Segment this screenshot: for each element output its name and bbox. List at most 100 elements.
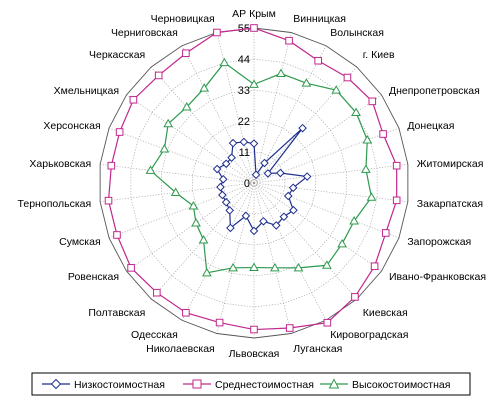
data-point	[279, 212, 289, 222]
category-label: АР Крым	[232, 8, 276, 20]
data-point	[392, 161, 401, 170]
data-point	[250, 24, 258, 32]
category-label: Черкасская	[89, 49, 145, 61]
data-point	[289, 205, 298, 215]
radial-tick-label: 0	[244, 178, 250, 190]
grid-ring	[161, 89, 347, 277]
data-point	[226, 223, 235, 233]
series-1	[104, 24, 401, 334]
legend-item-high: Высокостоимостная	[320, 378, 450, 391]
category-labels: АР Крым Винницкая Волынская г. Киев Днепропе…	[18, 8, 486, 360]
grid-ring	[130, 58, 378, 308]
data-point	[201, 267, 212, 277]
data-point	[182, 49, 190, 58]
category-label: Луганская	[293, 343, 342, 355]
data-point	[225, 206, 235, 215]
grid-spoke	[216, 182, 255, 334]
grid-spoke	[253, 182, 408, 202]
data-point	[259, 217, 268, 226]
grid-spoke	[100, 182, 255, 202]
grid-spoke	[181, 45, 255, 184]
grid-spoke	[253, 66, 358, 184]
legend-diamond-icon	[50, 378, 62, 390]
category-label: Житомирская	[417, 158, 484, 170]
data-point	[351, 107, 361, 117]
data-point	[249, 226, 259, 236]
grid-spoke	[253, 164, 408, 184]
data-point	[104, 196, 113, 205]
data-point	[221, 159, 231, 169]
data-point	[241, 211, 251, 221]
legend-item-low: Низкостоимостная	[42, 378, 165, 391]
data-point	[199, 83, 210, 92]
data-point	[188, 200, 199, 210]
data-point	[170, 187, 181, 197]
data-point	[362, 135, 373, 144]
category-label: Черниговская	[111, 27, 178, 39]
data-point	[302, 172, 312, 181]
data-point	[163, 118, 174, 128]
data-point	[218, 174, 228, 184]
category-label: Волынская	[330, 27, 384, 39]
radial-tick-label: 44	[238, 54, 250, 66]
data-point	[227, 153, 236, 162]
data-point	[181, 102, 192, 111]
data-point	[283, 191, 293, 201]
data-point	[271, 221, 281, 230]
data-point	[343, 73, 352, 82]
radial-tick-label: 22	[238, 116, 250, 128]
category-label: Херсонская	[43, 120, 100, 132]
data-point	[379, 130, 387, 138]
category-label: Тернопольская	[18, 198, 92, 210]
data-point	[322, 260, 332, 269]
data-point	[191, 218, 201, 227]
grid-spoke	[150, 66, 255, 184]
data-point	[127, 264, 135, 272]
data-point	[228, 262, 238, 272]
category-label: Хмельницкая	[54, 85, 119, 97]
data-point	[218, 190, 227, 200]
legend-square-icon	[192, 379, 202, 389]
data-point	[370, 262, 379, 271]
grid-spoke	[253, 127, 400, 184]
data-point	[361, 164, 371, 173]
series-2	[145, 57, 377, 277]
data-point	[331, 85, 342, 94]
grid-spoke	[253, 182, 400, 239]
category-label: Ивано-Франковская	[389, 271, 486, 283]
legend-box	[31, 372, 471, 396]
data-point	[216, 182, 225, 192]
legend-label-mid: Среднестоимостная	[215, 379, 314, 391]
data-point	[349, 215, 359, 225]
data-point	[107, 161, 116, 170]
category-label: Кировоградская	[330, 329, 408, 341]
data-point	[392, 196, 401, 205]
data-point	[249, 262, 259, 272]
data-point	[145, 165, 156, 174]
category-label: Днепропетровская	[389, 85, 480, 97]
category-label: г. Киев	[363, 49, 395, 61]
grid-spoke	[253, 182, 327, 321]
data-point	[351, 293, 359, 301]
category-label: Полтавская	[88, 307, 145, 319]
grid-spoke	[150, 182, 255, 300]
data-point	[198, 234, 209, 244]
grid-ring	[99, 27, 409, 339]
grid-spoke	[253, 182, 292, 334]
data-point	[323, 318, 332, 327]
grid-spoke	[253, 182, 382, 272]
data-point	[381, 229, 390, 237]
data-point	[368, 97, 377, 106]
data-point	[276, 168, 285, 178]
data-point	[129, 95, 138, 104]
series-0	[212, 123, 312, 236]
data-point	[270, 262, 280, 272]
category-label: Черновицкая	[151, 13, 215, 25]
data-point	[115, 128, 124, 136]
data-point	[285, 324, 294, 332]
grid-spoke	[126, 182, 255, 272]
data-point	[250, 325, 258, 334]
category-label: Запорожская	[407, 236, 471, 248]
